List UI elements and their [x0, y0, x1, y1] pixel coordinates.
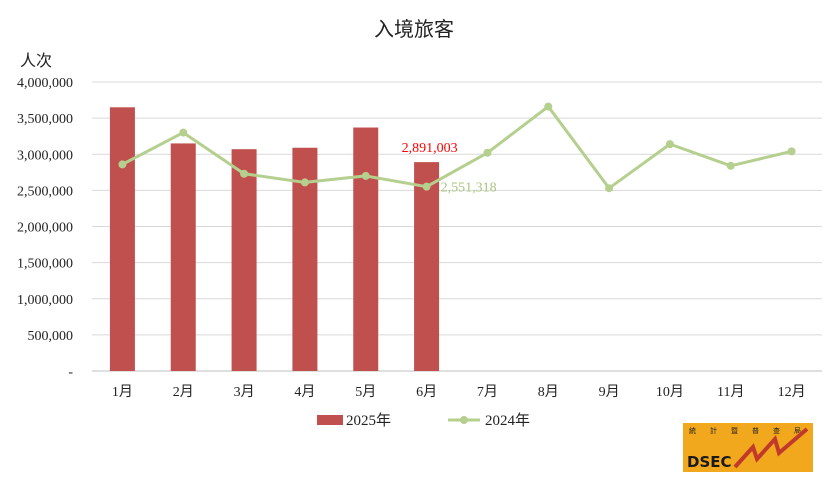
legend-swatch-marker: [460, 416, 468, 424]
x-tick-label: 5月: [355, 384, 376, 400]
y-tick-label: 3,000,000: [17, 148, 73, 163]
line-point: [179, 128, 188, 137]
x-tick-label: 11月: [717, 384, 744, 400]
logo-top-char: 統: [689, 426, 696, 435]
bar: [231, 149, 257, 371]
y-tick-label: 2,000,000: [17, 221, 73, 236]
line-point: [361, 171, 370, 180]
x-axis-tick-labels: 1月 2月 3月 4月 5月 6月 7月 8月 9月 10月 11月 12月: [112, 384, 806, 400]
bar: [170, 143, 196, 371]
line-point: [118, 160, 127, 169]
line-point: [544, 102, 553, 111]
line-point: [726, 161, 735, 170]
x-tick-label: 4月: [294, 384, 315, 400]
x-tick-label: 7月: [477, 384, 498, 400]
x-tick-label: 2月: [173, 384, 194, 400]
x-tick-label: 9月: [599, 384, 620, 400]
x-tick-label: 6月: [416, 384, 437, 400]
y-axis-unit-label: 人次: [20, 52, 52, 70]
line-point: [240, 169, 249, 178]
legend-label: 2025年: [346, 412, 391, 429]
logo-text: DSEC: [687, 453, 732, 471]
dsec-logo: 統 計 暨 普 查 局 DSEC: [683, 423, 813, 472]
chart-title: 入境旅客: [374, 18, 454, 41]
x-tick-label: 8月: [538, 384, 559, 400]
data-annotations: 2,891,003 2,551,318: [402, 141, 497, 196]
logo-top-char: 局: [794, 427, 801, 435]
line-point: [787, 147, 796, 156]
y-tick-label: -: [68, 365, 73, 380]
line-point: [665, 140, 674, 149]
x-tick-label: 1月: [112, 384, 133, 400]
logo-zigzag-icon: [733, 427, 809, 469]
y-tick-label: 3,500,000: [17, 112, 73, 127]
data-label: 2,891,003: [402, 141, 458, 156]
logo-background: [683, 423, 813, 472]
data-label: 2,551,318: [441, 181, 497, 196]
line-point: [422, 182, 431, 191]
x-tick-label: 10月: [656, 384, 684, 400]
bar-series-2025: [109, 107, 440, 371]
y-tick-label: 4,000,000: [17, 76, 73, 91]
line-point: [300, 178, 309, 187]
line-series-2024: [118, 102, 796, 193]
logo-top-char: 普: [752, 426, 759, 435]
y-tick-label: 2,500,000: [17, 184, 73, 199]
legend: 2025年 2024年: [317, 412, 530, 429]
line-point: [483, 148, 492, 157]
x-tick-label: 12月: [778, 384, 806, 400]
bar: [353, 127, 379, 371]
logo-top-char: 暨: [731, 427, 738, 435]
y-axis-tick-labels: - 500,000 1,000,000 1,500,000 2,000,000 2,500…: [17, 76, 73, 380]
series-line: [121, 105, 792, 190]
logo-top-char: 查: [773, 426, 780, 435]
bar: [109, 107, 135, 371]
y-tick-label: 1,000,000: [17, 293, 73, 308]
logo-top-char: 計: [710, 426, 717, 435]
bar: [414, 162, 440, 371]
y-tick-label: 500,000: [28, 329, 74, 344]
legend-swatch-bar: [317, 415, 343, 425]
line-point: [605, 184, 614, 193]
gridlines: [92, 81, 822, 372]
y-tick-label: 1,500,000: [17, 257, 73, 272]
legend-label: 2024年: [485, 412, 530, 429]
x-tick-label: 3月: [234, 384, 255, 400]
